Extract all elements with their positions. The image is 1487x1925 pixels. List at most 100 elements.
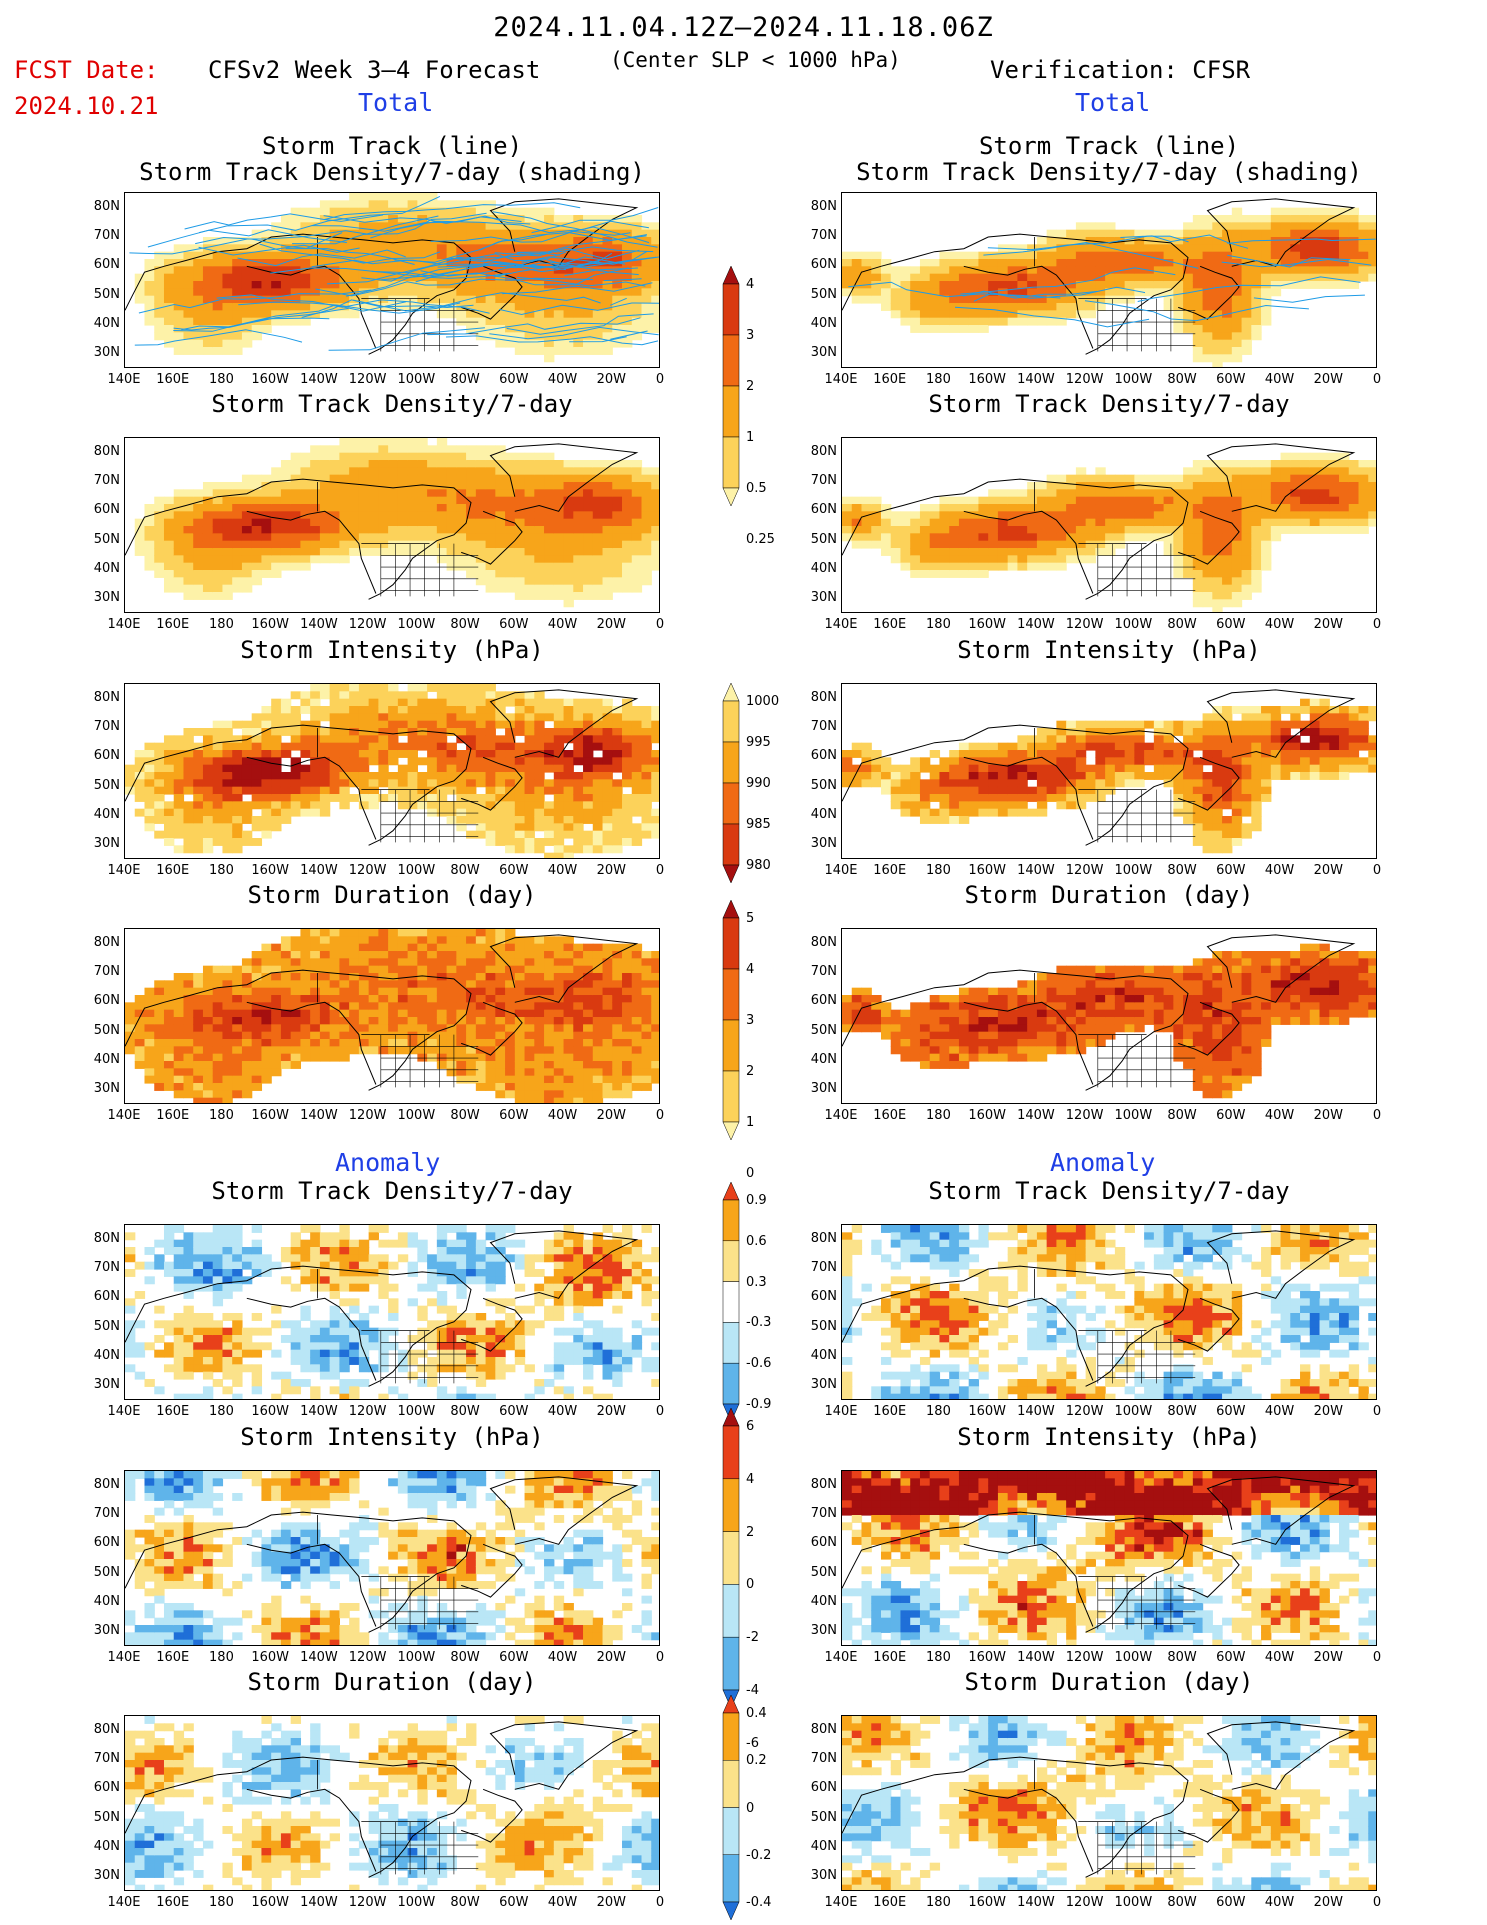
lat-tick-label: 40N: [93, 1594, 120, 1609]
lat-tick-label: 40N: [810, 807, 837, 822]
lon-tick-label: 120W: [348, 1108, 387, 1123]
lat-tick-label: 50N: [93, 1564, 120, 1580]
lon-tick-label: 140E: [824, 863, 858, 878]
shading: [842, 207, 1376, 367]
lon-tick-label: 40W: [547, 1650, 578, 1665]
state-borders: [1097, 789, 1196, 843]
lon-tick-label: 140W: [1017, 1895, 1055, 1910]
coastline: [842, 934, 1356, 1091]
coastline: [842, 1476, 1356, 1633]
colorbar-label: -0.3: [746, 1315, 772, 1331]
lon-tick-label: 180: [926, 1895, 951, 1910]
map-canvas: [842, 934, 1376, 1099]
colorbar-swatch: [722, 823, 740, 866]
panel-title: Storm Track (line): [978, 132, 1240, 160]
lon-tick-label: 80W: [450, 863, 480, 878]
slp-criterion: (Center SLP < 1000 hPa): [610, 48, 901, 72]
colorbar-label: 0.9: [746, 1193, 767, 1208]
lon-tick-label: 0: [1372, 863, 1382, 878]
lon-tick-label: 160W: [968, 863, 1006, 878]
colorbar-swatch: [722, 1807, 740, 1855]
lon-tick-label: 0: [655, 863, 665, 878]
colorbar-label: -0.9: [746, 1397, 772, 1412]
map-canvas: [125, 684, 659, 858]
lon-tick-label: 120W: [1065, 1108, 1104, 1123]
date-range: 2024.11.04.12Z–2024.11.18.06Z: [493, 12, 994, 43]
lon-tick-label: 20W: [596, 617, 626, 632]
lat-tick-label: 80N: [93, 934, 120, 950]
lon-tick-label: 120W: [348, 1650, 387, 1665]
colorbar-swatch: [722, 1199, 740, 1242]
shading: [842, 1471, 1376, 1645]
lat-tick-label: 60N: [93, 257, 120, 273]
lat-tick-label: 70N: [810, 1260, 837, 1275]
lon-tick-label: 0: [1372, 1650, 1382, 1665]
lon-tick-label: 160E: [156, 1108, 190, 1123]
coastline: [125, 1476, 639, 1633]
lon-tick-label: 40W: [1264, 372, 1295, 387]
lon-tick-label: 40W: [547, 1108, 578, 1123]
lon-tick-label: 60W: [499, 617, 529, 632]
lat-tick-label: 50N: [93, 1809, 120, 1825]
lon-tick-label: 140E: [107, 372, 141, 387]
map-canvas: [842, 689, 1376, 854]
colorbar-swatch: [722, 283, 740, 336]
lon-tick-label: 140W: [300, 617, 338, 632]
map-area: [124, 1715, 660, 1891]
lon-tick-label: 160E: [156, 1895, 190, 1910]
map-area: [124, 1470, 660, 1646]
lat-tick-label: 40N: [810, 1052, 837, 1067]
lat-tick-label: 70N: [810, 1751, 837, 1766]
lat-tick-label: 40N: [810, 1594, 837, 1609]
coastline: [125, 934, 639, 1091]
section-total-left: Total: [358, 88, 434, 117]
colorbar-swatches: [722, 1408, 740, 1708]
colorbar-label: 6: [746, 1419, 755, 1434]
panel-title: Storm Duration (day): [247, 881, 537, 909]
lon-tick-label: 20W: [1313, 1108, 1343, 1123]
lat-tick-label: 70N: [93, 1260, 120, 1275]
state-borders: [1097, 1034, 1196, 1088]
lon-tick-label: 40W: [547, 1404, 578, 1419]
lon-tick-label: 20W: [1313, 863, 1343, 878]
lon-tick-label: 40W: [1264, 1108, 1295, 1123]
state-borders: [380, 1576, 479, 1630]
colorbar-anom_duration: 0.4 0.2 0 -0.2 -0.4: [722, 1695, 771, 1920]
lon-tick-label: 20W: [596, 372, 626, 387]
lon-tick-label: 60W: [499, 1108, 529, 1123]
lat-tick-label: 60N: [93, 993, 120, 1009]
lat-tick-label: 70N: [93, 964, 120, 979]
lat-tick-label: 70N: [810, 473, 837, 488]
map-canvas: [842, 1716, 1376, 1890]
lon-tick-label: 140W: [1017, 617, 1055, 632]
lon-tick-label: 80W: [1167, 1108, 1197, 1123]
lon-tick-label: 180: [209, 1108, 234, 1123]
colorbar-swatch: [722, 334, 740, 387]
lat-tick-label: 70N: [93, 473, 120, 488]
coastline: [842, 1230, 1356, 1387]
lon-tick-label: 180: [209, 617, 234, 632]
lon-tick-label: 180: [926, 863, 951, 878]
colorbar-label: 0.3: [746, 1274, 767, 1290]
colorbar-swatch: [722, 782, 740, 825]
colorbar-label: 3: [746, 1013, 755, 1028]
map-area: [124, 1224, 660, 1400]
lat-tick-label: 80N: [93, 689, 120, 705]
lon-tick-label: 80W: [450, 372, 480, 387]
colorbar-swatch: [722, 1121, 740, 1140]
map-area: [841, 1715, 1377, 1891]
lat-tick-label: 60N: [810, 502, 837, 518]
colorbar-label: -6: [746, 1735, 759, 1751]
colorbar-swatch: [722, 968, 740, 1021]
state-borders: [380, 1330, 479, 1384]
map-canvas: [125, 1716, 659, 1890]
lon-tick-label: 20W: [1313, 372, 1343, 387]
lon-tick-label: 100W: [1114, 1895, 1153, 1910]
colorbar-swatch: [722, 700, 740, 743]
shading: [125, 1471, 659, 1645]
colorbar-label: 0.5: [746, 481, 767, 496]
lon-tick-label: 60W: [1216, 372, 1246, 387]
lon-tick-label: 80W: [1167, 372, 1197, 387]
lat-tick-label: 30N: [93, 1868, 120, 1884]
lat-tick-label: 30N: [93, 345, 120, 361]
